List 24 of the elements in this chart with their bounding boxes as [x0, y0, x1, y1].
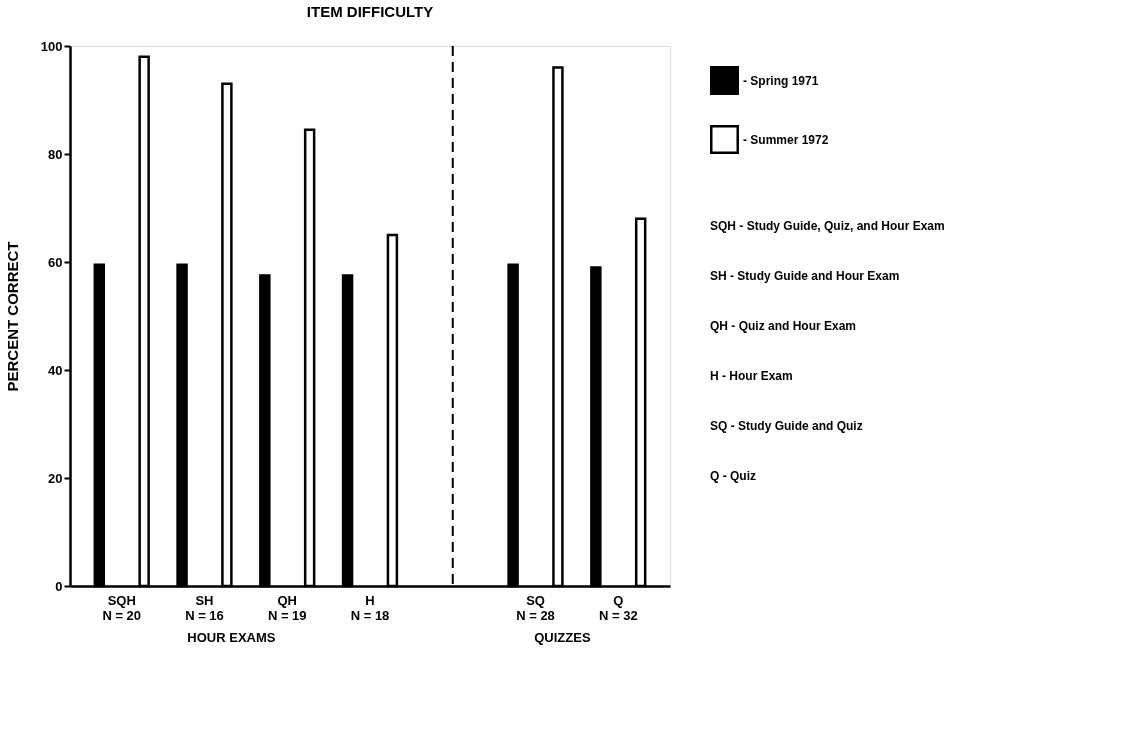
x-tick-label: SQ N = 28 [516, 592, 555, 623]
text: SQH - Study Guide, Quiz, and Hour Exam [710, 219, 945, 233]
y-tick-label: 0 [55, 578, 63, 594]
chart-title: ITEM DIFFICULTY [306, 3, 434, 20]
x-tick-label: H N = 18 [350, 592, 390, 623]
y-tick-label: 60 [48, 254, 63, 270]
y-tick-label: 40 [48, 362, 63, 378]
y-tick-label: 20 [48, 470, 63, 486]
text: SH - Study Guide and Hour Exam [710, 269, 900, 283]
y-axis-title: PERCENT CORRECT [3, 241, 21, 392]
x-tick-label: QH N = 19 [267, 592, 307, 623]
legend-label: - Summer 1972 [743, 132, 829, 147]
x-tick-label: SQH N = 20 [102, 592, 142, 623]
text: HOUR EXAMS [187, 630, 276, 645]
text: Q - Quiz [710, 469, 756, 483]
text: QUIZZES [534, 630, 591, 645]
text: QH - Quiz and Hour Exam [710, 319, 857, 333]
x-tick-label: SH N = 16 [185, 592, 224, 623]
y-tick-label: 80 [48, 146, 63, 162]
legend-label: - Spring 1971 [743, 73, 819, 88]
y-tick-label: 100 [40, 38, 63, 54]
text: H - Hour Exam [710, 369, 793, 383]
text: SQ - Study Guide and Quiz [710, 419, 863, 433]
x-tick-label: Q N = 32 [598, 592, 638, 623]
